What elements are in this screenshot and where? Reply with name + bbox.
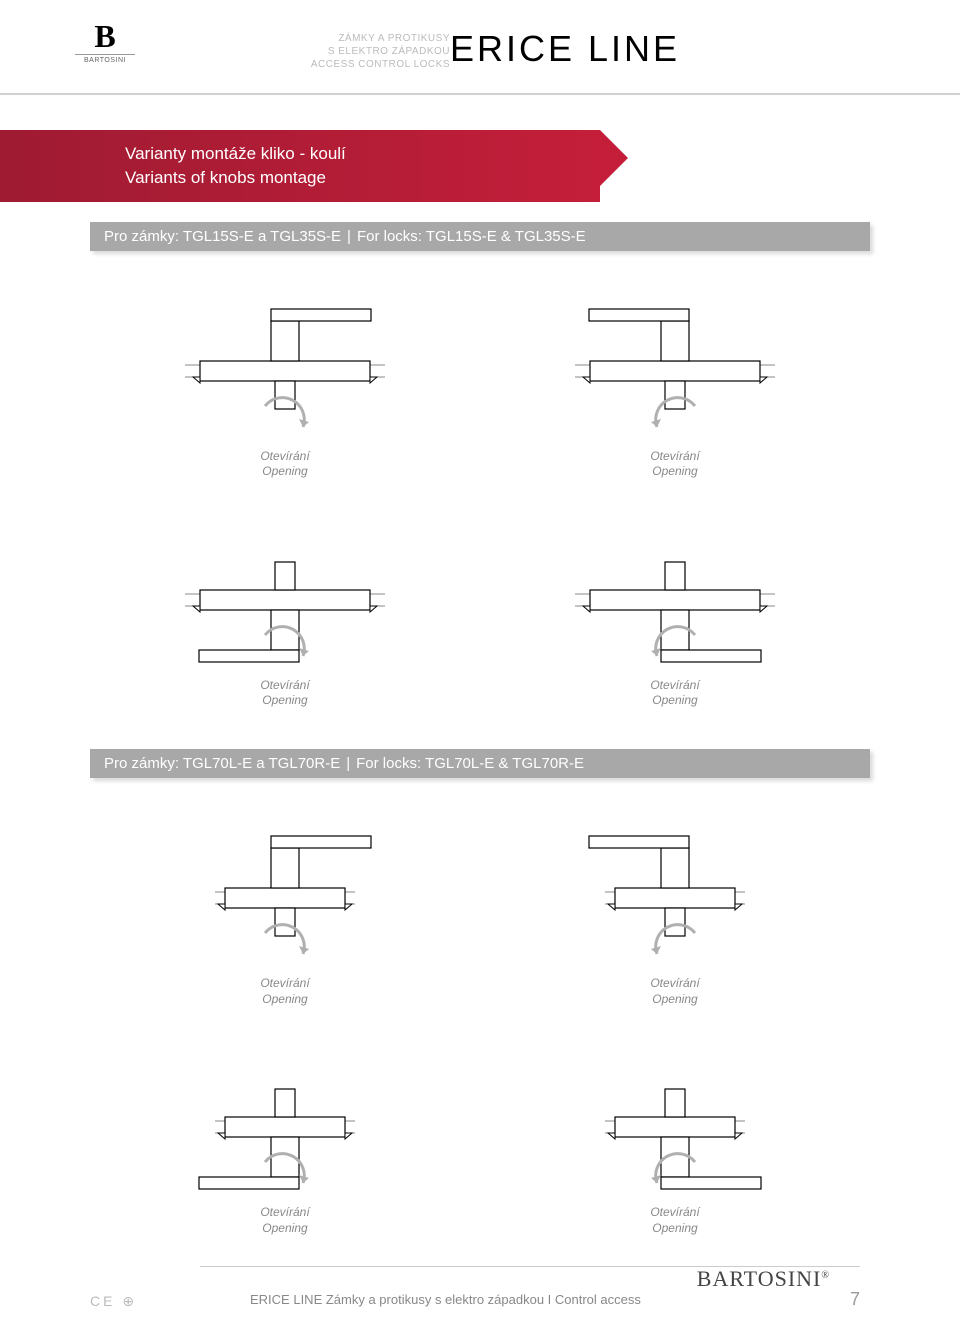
lock-diagram: OtevíráníOpening bbox=[520, 818, 830, 1007]
section-banner: Varianty montáže kliko - koulí Variants … bbox=[0, 130, 960, 202]
diagram-label: OtevíráníOpening bbox=[260, 449, 309, 480]
lock-diagram: OtevíráníOpening bbox=[130, 818, 440, 1007]
brand-logo: B BARTOSINI bbox=[75, 20, 135, 64]
page-number: 7 bbox=[850, 1289, 860, 1310]
lock-diagram: OtevíráníOpening bbox=[520, 291, 830, 480]
label-cz: Otevírání bbox=[260, 449, 309, 465]
label-en: Opening bbox=[652, 992, 697, 1006]
lock-diagram: OtevíráníOpening bbox=[130, 520, 440, 709]
diagram-label: OtevíráníOpening bbox=[650, 678, 699, 709]
label-en: Opening bbox=[262, 693, 307, 707]
banner-line-en: Variants of knobs montage bbox=[125, 166, 600, 190]
label-en: Opening bbox=[652, 1221, 697, 1235]
banner-text: Varianty montáže kliko - koulí Variants … bbox=[0, 130, 600, 202]
subheader-en: For locks: TGL70L-E & TGL70R-E bbox=[356, 755, 584, 772]
header-meta: ZÁMKY A PROTIKUSY S ELEKTRO ZÁPADKOU ACC… bbox=[311, 32, 450, 71]
label-en: Opening bbox=[262, 1221, 307, 1235]
diagram-label: OtevíráníOpening bbox=[650, 1205, 699, 1236]
label-cz: Otevírání bbox=[260, 976, 309, 992]
logo-letter: B bbox=[75, 20, 135, 52]
lock-diagram: OtevíráníOpening bbox=[520, 520, 830, 709]
label-cz: Otevírání bbox=[650, 449, 699, 465]
diagram-label: OtevíráníOpening bbox=[650, 449, 699, 480]
meta-line: ACCESS CONTROL LOCKS bbox=[311, 58, 450, 71]
meta-line: ZÁMKY A PROTIKUSY bbox=[311, 32, 450, 45]
label-en: Opening bbox=[652, 464, 697, 478]
diagram-label: OtevíráníOpening bbox=[260, 1205, 309, 1236]
subheader-cz: Pro zámky: TGL70L-E a TGL70R-E bbox=[104, 755, 340, 772]
subheader-cz: Pro zámky: TGL15S-E a TGL35S-E bbox=[104, 228, 341, 245]
footer-brand: BARTOSINI bbox=[697, 1266, 830, 1292]
label-en: Opening bbox=[262, 992, 307, 1006]
footer-text: ERICE LINE Zámky a protikusy s elektro z… bbox=[250, 1292, 641, 1307]
diagram-label: OtevíráníOpening bbox=[260, 678, 309, 709]
diagram-grid: OtevíráníOpeningOtevíráníOpeningOtevírán… bbox=[0, 251, 960, 729]
diagram-label: OtevíráníOpening bbox=[650, 976, 699, 1007]
label-cz: Otevírání bbox=[650, 1205, 699, 1221]
meta-line: S ELEKTRO ZÁPADKOU bbox=[311, 45, 450, 58]
subheader-en: For locks: TGL15S-E & TGL35S-E bbox=[357, 228, 586, 245]
label-cz: Otevírání bbox=[650, 976, 699, 992]
lock-diagram: OtevíráníOpening bbox=[130, 1047, 440, 1236]
label-cz: Otevírání bbox=[260, 1205, 309, 1221]
label-cz: Otevírání bbox=[650, 678, 699, 694]
lock-diagram: OtevíráníOpening bbox=[520, 1047, 830, 1236]
diagram-label: OtevíráníOpening bbox=[260, 976, 309, 1007]
page-footer: BARTOSINI CE ⊕ ERICE LINE Zámky a protik… bbox=[0, 1262, 960, 1322]
label-en: Opening bbox=[652, 693, 697, 707]
model-subheader: Pro zámky: TGL15S-E a TGL35S-E|For locks… bbox=[90, 222, 870, 251]
diagram-sections: Pro zámky: TGL15S-E a TGL35S-E|For locks… bbox=[0, 222, 960, 1257]
banner-line-cz: Varianty montáže kliko - koulí bbox=[125, 142, 600, 166]
label-en: Opening bbox=[262, 464, 307, 478]
model-subheader: Pro zámky: TGL70L-E a TGL70R-E|For locks… bbox=[90, 749, 870, 778]
ce-mark: CE ⊕ bbox=[90, 1293, 137, 1310]
label-cz: Otevírání bbox=[260, 678, 309, 694]
logo-brand-text: BARTOSINI bbox=[75, 54, 135, 64]
page-header: B BARTOSINI ZÁMKY A PROTIKUSY S ELEKTRO … bbox=[0, 0, 960, 95]
diagram-grid: OtevíráníOpeningOtevíráníOpeningOtevírán… bbox=[0, 778, 960, 1256]
catalog-page: B BARTOSINI ZÁMKY A PROTIKUSY S ELEKTRO … bbox=[0, 0, 960, 1322]
lock-diagram: OtevíráníOpening bbox=[130, 291, 440, 480]
product-line-title: ERICE LINE bbox=[450, 28, 680, 70]
